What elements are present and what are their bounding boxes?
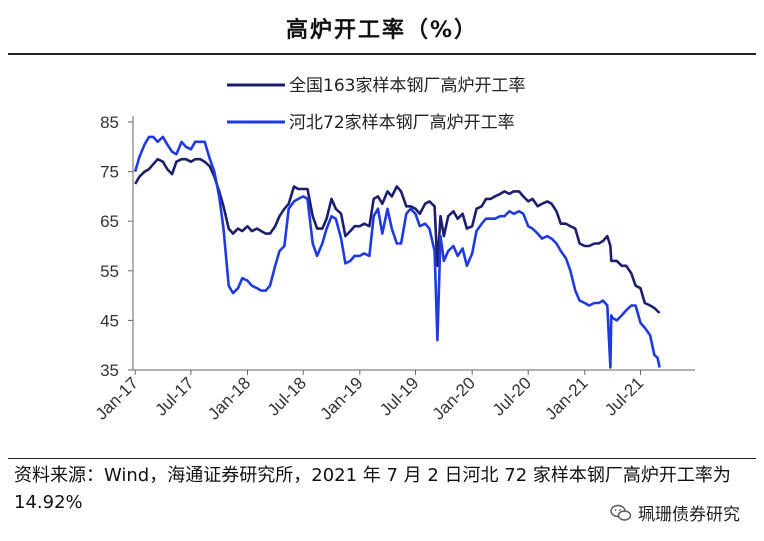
bottom-rule — [8, 458, 756, 459]
x-tick-label: Jul-17 — [152, 373, 198, 419]
wechat-icon — [610, 504, 632, 521]
x-tick-label: Jan-17 — [92, 373, 142, 423]
watermark: 珮珊债券研究 — [610, 500, 740, 525]
x-tick-label: Jul-19 — [376, 373, 422, 419]
watermark-text: 珮珊债券研究 — [638, 505, 740, 525]
y-tick-label: 45 — [100, 311, 119, 330]
y-tick-label: 65 — [100, 212, 119, 231]
x-tick-label: Jan-19 — [316, 373, 366, 423]
top-rule — [8, 53, 756, 55]
series-line-hebei — [133, 135, 661, 369]
x-tick-label: Jan-21 — [541, 373, 591, 423]
series-line-national — [134, 157, 661, 314]
y-tick-label: 55 — [100, 262, 119, 281]
source-note: 资料来源：Wind，海通证券研究所，2021 年 7 月 2 日河北 72 家样… — [14, 465, 731, 513]
x-tick-label: Jan-18 — [204, 373, 254, 423]
y-tick-label: 35 — [100, 361, 119, 380]
x-tick-label: Jul-20 — [489, 373, 535, 419]
x-tick-label: Jul-18 — [264, 373, 310, 419]
chart-title: 高炉开工率（%） — [285, 18, 479, 43]
y-tick-label: 75 — [100, 163, 119, 182]
legend-label: 河北72家样本钢厂高炉开工率 — [289, 113, 515, 133]
x-tick-label: Jul-21 — [601, 373, 647, 419]
y-tick-label: 85 — [100, 113, 119, 132]
legend-label: 全国163家样本钢厂高炉开工率 — [289, 76, 525, 96]
x-tick-label: Jan-20 — [429, 373, 479, 423]
series-layer — [133, 135, 661, 369]
